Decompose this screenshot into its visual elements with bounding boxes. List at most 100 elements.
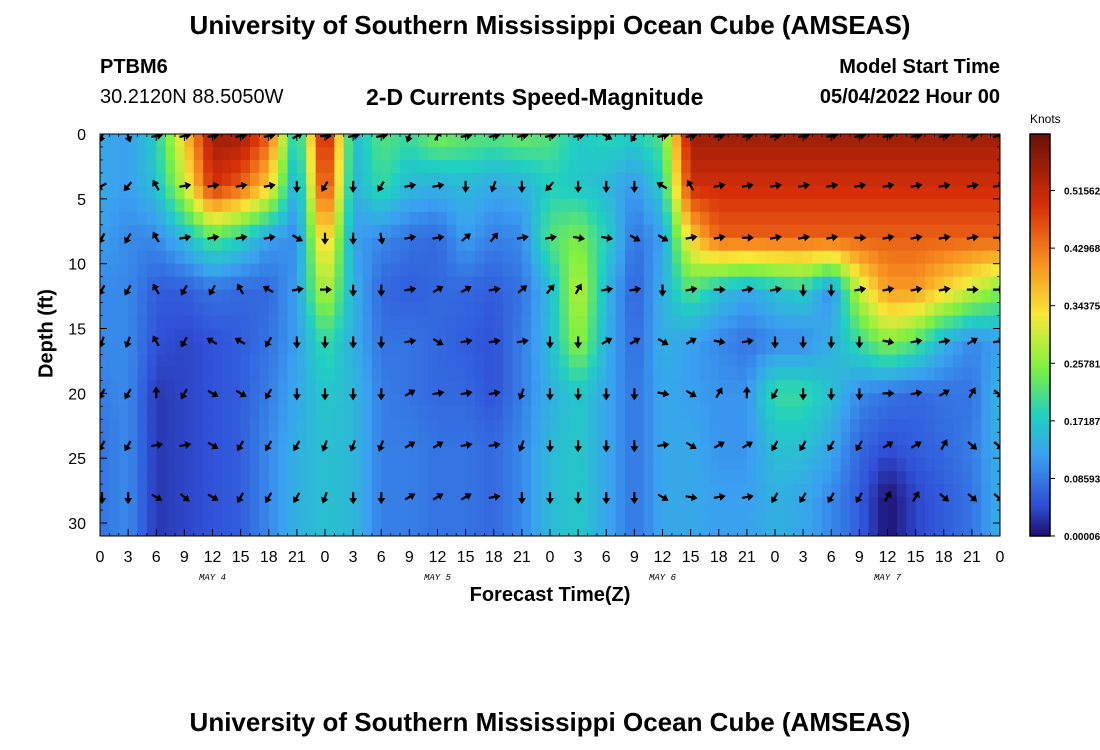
- heatmap-cell: [981, 497, 992, 511]
- heatmap-cell: [371, 471, 382, 485]
- heatmap-cell: [184, 510, 195, 524]
- heatmap-cell: [531, 263, 542, 278]
- heatmap-cell: [409, 134, 420, 148]
- heatmap-cell: [446, 172, 457, 187]
- x-tick-label: 12: [654, 549, 672, 566]
- heatmap-cell: [306, 341, 317, 356]
- heatmap-cell: [550, 354, 560, 369]
- heatmap-cell: [512, 276, 523, 291]
- heatmap-cell: [643, 484, 654, 498]
- heatmap-cell: [746, 419, 757, 433]
- y-tick-label: 25: [68, 451, 86, 468]
- heatmap-cell: [353, 211, 364, 226]
- heatmap-cell: [137, 159, 148, 174]
- heatmap-cell: [128, 471, 139, 485]
- heatmap-cell: [137, 510, 148, 524]
- heatmap-cell: [456, 315, 467, 330]
- heatmap-cell: [428, 302, 439, 317]
- heatmap-cell: [465, 328, 476, 343]
- heatmap-cell: [156, 263, 167, 278]
- heatmap-cell: [728, 315, 739, 330]
- heatmap-cell: [268, 211, 279, 226]
- current-arrow: [827, 492, 835, 504]
- heatmap-cell: [315, 146, 326, 161]
- heatmap-cell: [221, 341, 232, 356]
- heatmap-cell: [456, 354, 467, 369]
- heatmap-cell: [653, 224, 664, 239]
- heatmap-cell: [184, 380, 195, 394]
- heatmap-cell: [231, 315, 242, 330]
- heatmap-cell: [343, 289, 354, 304]
- heatmap-cell: [850, 302, 860, 317]
- heatmap-cell: [100, 393, 110, 407]
- heatmap-cell: [737, 159, 748, 174]
- heatmap-cell: [100, 237, 110, 252]
- heatmap-cell: [250, 523, 260, 536]
- heatmap-cell: [728, 380, 739, 394]
- heatmap-cell: [990, 523, 1000, 536]
- heatmap-cell: [634, 134, 645, 148]
- heatmap-cell: [531, 510, 542, 524]
- heatmap-cell: [221, 328, 232, 343]
- heatmap-cell: [484, 432, 495, 446]
- heatmap-cell: [418, 497, 429, 511]
- heatmap-cell: [925, 419, 935, 433]
- heatmap-cell: [259, 263, 270, 278]
- heatmap-cell: [371, 159, 382, 174]
- heatmap-cell: [925, 224, 935, 239]
- heatmap-cell: [484, 263, 495, 278]
- heatmap-cell: [503, 380, 514, 394]
- heatmap-cell: [109, 302, 120, 317]
- heatmap-cell: [465, 497, 476, 511]
- heatmap-cell: [334, 211, 345, 226]
- heatmap-cell: [606, 419, 617, 433]
- heatmap-cell: [793, 224, 804, 239]
- heatmap-cell: [925, 471, 935, 485]
- heatmap-cell: [850, 354, 860, 369]
- heatmap-cell: [840, 276, 851, 291]
- heatmap-cell: [128, 497, 139, 511]
- heatmap-cell: [953, 484, 964, 498]
- page-title: University of Southern Mississippi Ocean…: [189, 10, 911, 40]
- heatmap-cell: [240, 146, 251, 161]
- heatmap-cell: [765, 198, 776, 213]
- heatmap-cell: [446, 432, 457, 446]
- heatmap-cell: [606, 134, 617, 148]
- heatmap-cell: [962, 159, 973, 174]
- heatmap-cell: [465, 172, 476, 187]
- heatmap-cell: [587, 172, 598, 187]
- heatmap-cell: [906, 185, 917, 200]
- heatmap-cell: [465, 289, 476, 304]
- heatmap-cell: [700, 315, 710, 330]
- heatmap-cell: [859, 276, 870, 291]
- heatmap-cell: [831, 406, 842, 420]
- heatmap-cell: [437, 276, 448, 291]
- heatmap-cell: [353, 432, 364, 446]
- heatmap-cell: [906, 523, 917, 536]
- heatmap-cell: [493, 523, 504, 536]
- heatmap-cell: [278, 328, 289, 343]
- heatmap-cell: [850, 172, 860, 187]
- heatmap-cell: [550, 198, 560, 213]
- heatmap-cell: [643, 341, 654, 356]
- heatmap-cell: [850, 432, 860, 446]
- heatmap-cell: [606, 198, 617, 213]
- heatmap-cell: [868, 276, 879, 291]
- heatmap-cell: [756, 380, 767, 394]
- heatmap-cell: [653, 146, 664, 161]
- heatmap-cell: [578, 471, 589, 485]
- heatmap-cell: [859, 471, 870, 485]
- heatmap-cell: [615, 471, 626, 485]
- heatmap-cell: [409, 159, 420, 174]
- heatmap-cell: [146, 406, 157, 420]
- heatmap-cell: [475, 198, 485, 213]
- heatmap-cell: [146, 393, 157, 407]
- heatmap-cell: [962, 134, 973, 148]
- heatmap-cell: [784, 315, 795, 330]
- heatmap-cell: [990, 185, 1000, 200]
- heatmap-cell: [568, 224, 579, 239]
- heatmap-cell: [981, 250, 992, 265]
- heatmap-cell: [484, 185, 495, 200]
- heatmap-cell: [512, 237, 523, 252]
- heatmap-cell: [484, 380, 495, 394]
